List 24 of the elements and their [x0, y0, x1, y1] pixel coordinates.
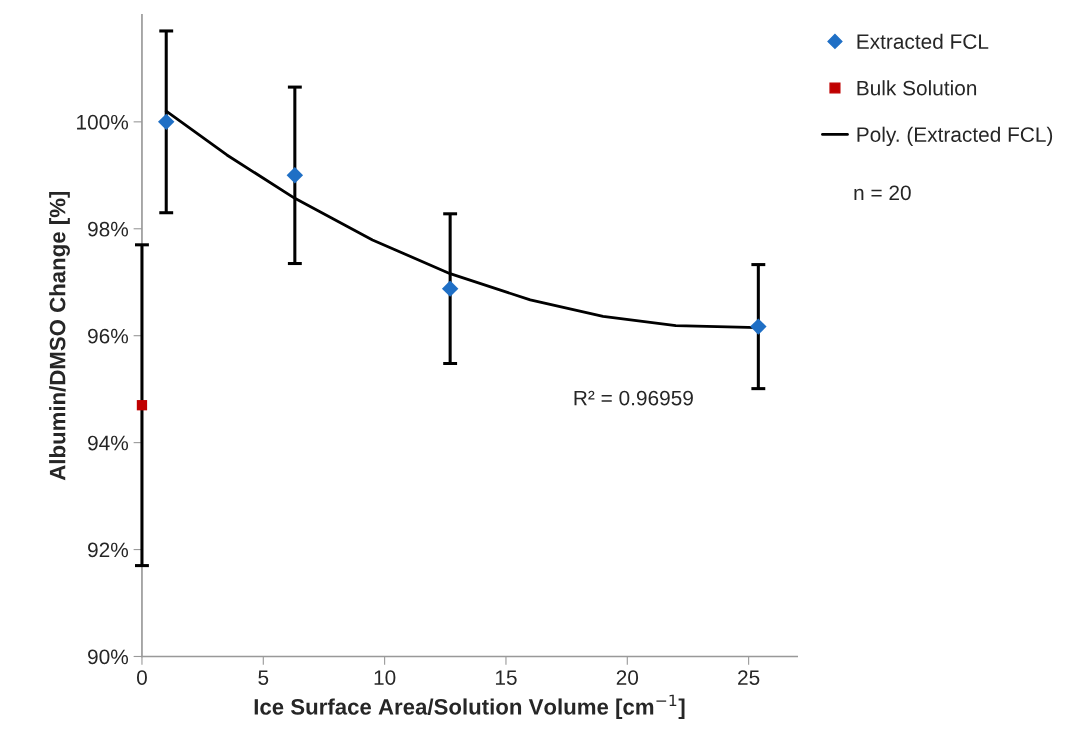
legend-label: Extracted FCL [857, 33, 989, 49]
annotation: R² = 0.96959 [574, 390, 693, 406]
legend-label: Poly. (Extracted FCL) [857, 126, 1053, 147]
x-tick-label: 10 [374, 670, 396, 685]
point [158, 113, 175, 131]
x-tick-label: 5 [258, 670, 269, 685]
x-tick-label: 15 [495, 670, 517, 685]
text: n = 20 [854, 185, 911, 201]
y-axis-title: Albumin/DMSO Change [%] [49, 191, 70, 481]
point [750, 318, 767, 335]
x-tick-label: 25 [738, 670, 760, 685]
x-tick-label: 0 [136, 670, 147, 685]
y-tick-label: 90% [88, 649, 129, 665]
legend-label: Bulk Solution [857, 80, 977, 96]
y-tick-label: 96% [88, 328, 129, 344]
y-tick-label: 94% [88, 435, 129, 451]
y-tick-label: 98% [88, 221, 129, 237]
x-axis-title: Ice Surface Area/Solution Volume [cm$^{−1}$] [254, 694, 685, 720]
point [441, 280, 459, 297]
y-tick-label: 100% [77, 114, 129, 130]
y-tick-label: 92% [88, 542, 129, 558]
point [136, 400, 148, 411]
point [286, 167, 304, 184]
x-tick-label: 20 [616, 670, 639, 685]
